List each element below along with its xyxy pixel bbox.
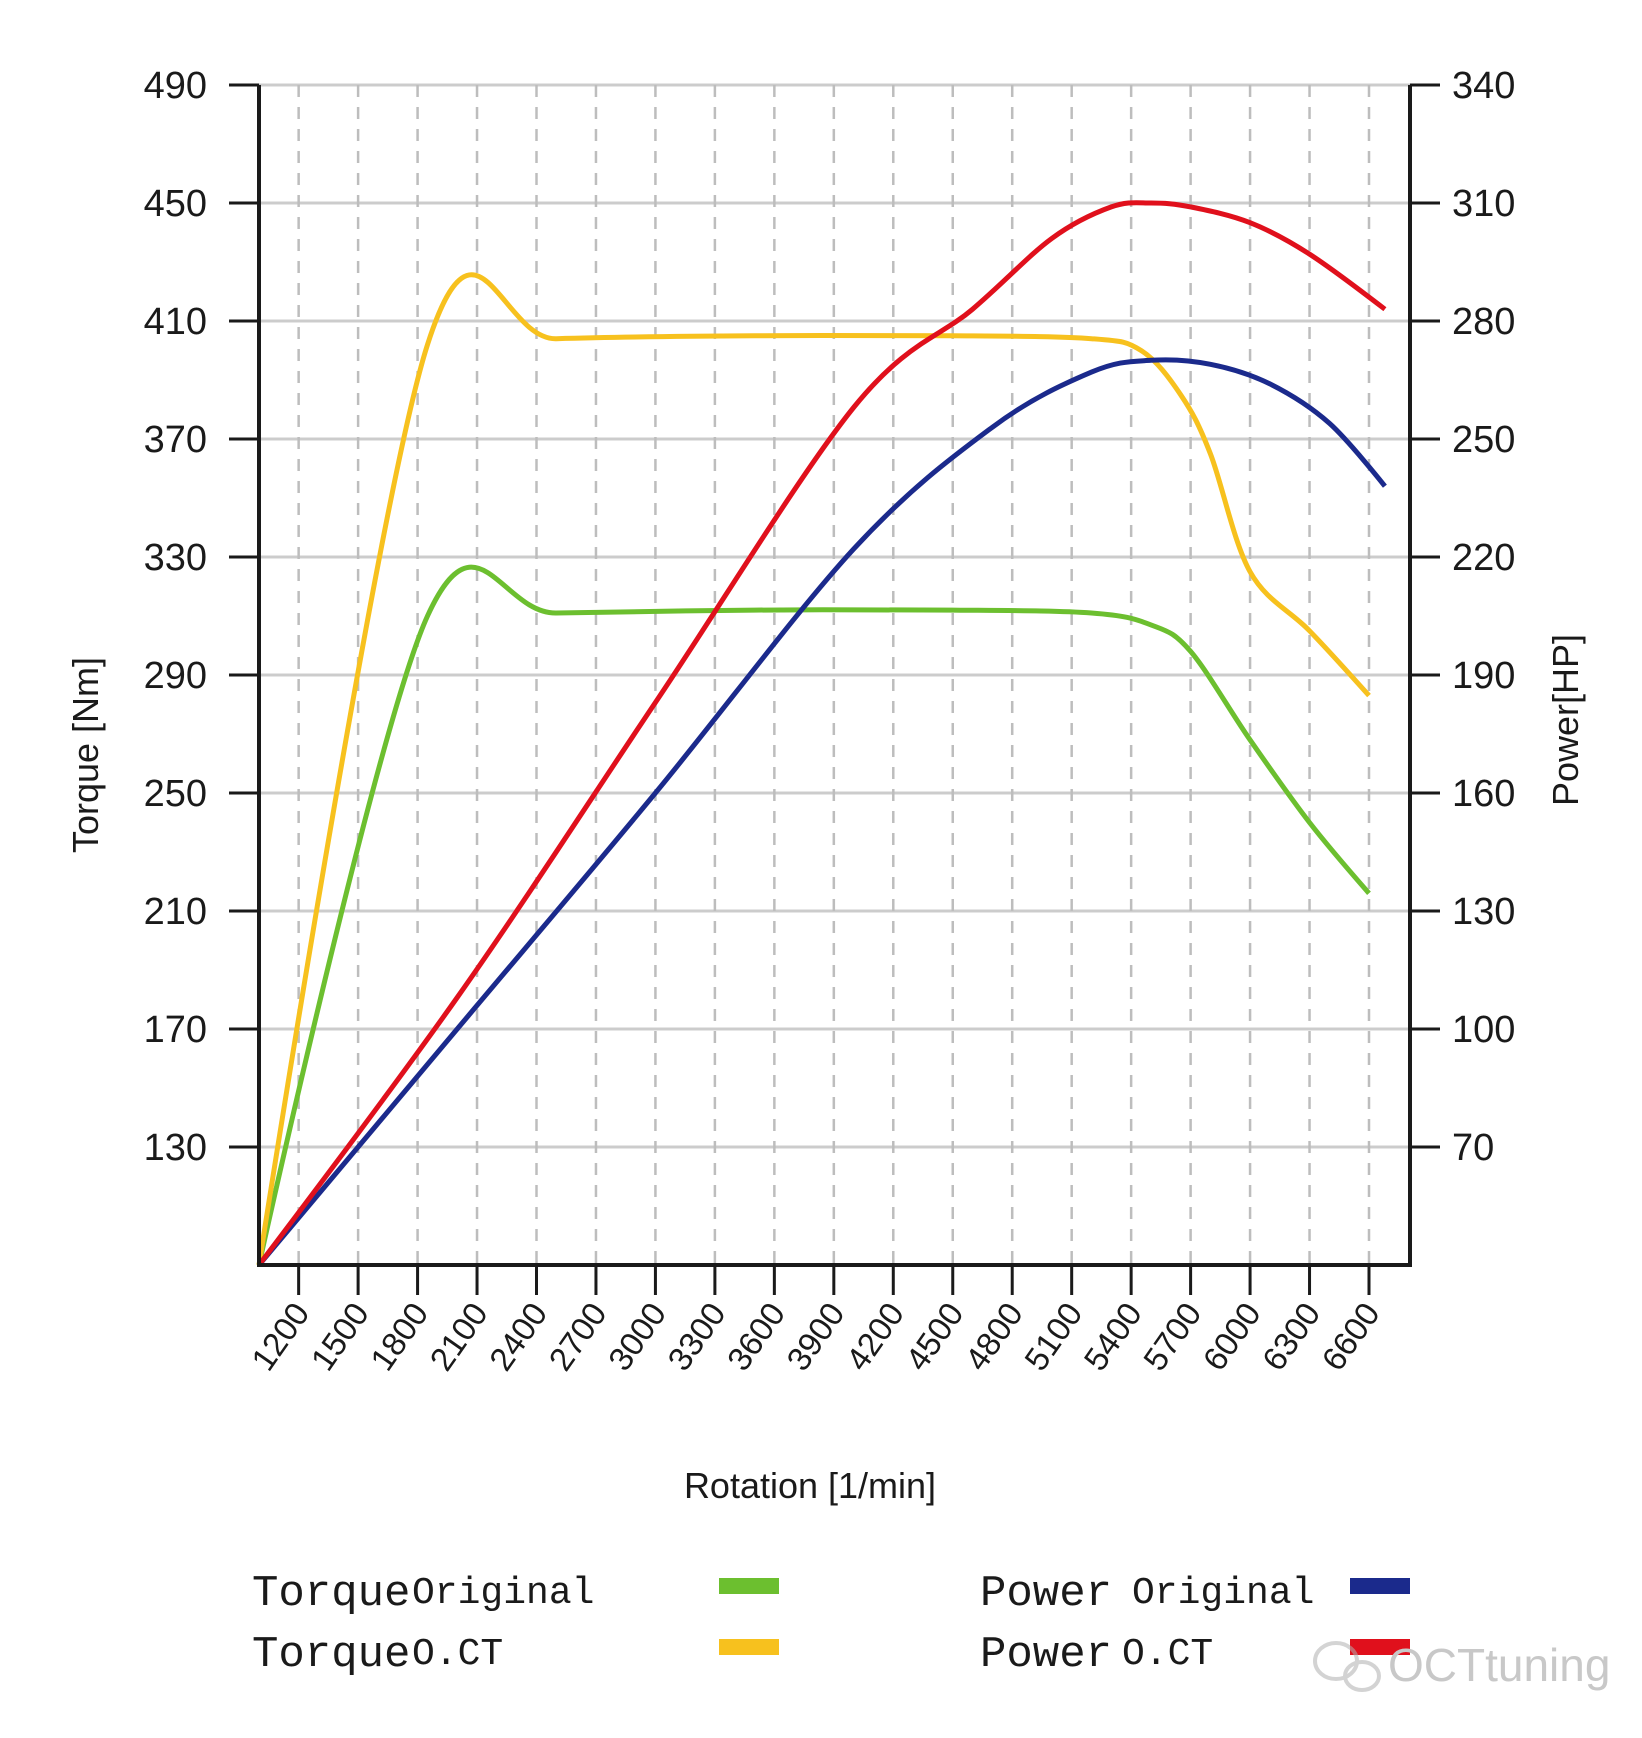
legend-sublabel: Original [412, 1572, 594, 1615]
left-tick-label: 410 [144, 301, 207, 343]
series-lines [256, 200, 1387, 1267]
legend-label: Torque [252, 1630, 410, 1680]
legend-sublabel: O.CT [1122, 1633, 1213, 1676]
right-axis-title: Power[HP] [1545, 634, 1586, 806]
right-tick-label: 340 [1452, 65, 1515, 107]
left-tick-label: 170 [144, 1009, 207, 1051]
left-tick-label: 330 [144, 537, 207, 579]
x-tick-label: 5100 [1017, 1296, 1089, 1377]
x-tick-label: 4500 [898, 1296, 970, 1377]
right-tick-label: 70 [1452, 1127, 1494, 1169]
legend-sublabel: O.CT [412, 1633, 503, 1676]
legend-swatch [719, 1639, 779, 1655]
x-tick-label: 3000 [601, 1296, 673, 1377]
x-tick-label: 3300 [660, 1296, 732, 1377]
right-tick-label: 250 [1452, 419, 1515, 461]
right-tick-label: 100 [1452, 1009, 1515, 1051]
x-tick-label: 1200 [244, 1296, 316, 1377]
x-tick-label: 4200 [839, 1296, 911, 1377]
left-tick-label: 210 [144, 891, 207, 933]
legend-swatch [1350, 1639, 1410, 1655]
series-line-power-original [257, 357, 1387, 1267]
x-tick-label: 5700 [1136, 1296, 1208, 1377]
x-tick-label: 1800 [363, 1296, 435, 1377]
x-tick-label: 3900 [779, 1296, 851, 1377]
x-tick-label: 1500 [303, 1296, 375, 1377]
legend-label: Power [980, 1569, 1112, 1619]
watermark-text: OCTtuning [1388, 1639, 1610, 1691]
x-axis-title: Rotation [1/min] [684, 1465, 936, 1506]
wechat-icon [1313, 1641, 1381, 1692]
legend-label: Torque [252, 1569, 410, 1619]
x-tick-label: 3600 [720, 1296, 792, 1377]
grid [259, 83, 1410, 1265]
legend-sublabel: Original [1132, 1572, 1314, 1615]
right-tick-label: 220 [1452, 537, 1515, 579]
right-tick-label: 310 [1452, 183, 1515, 225]
series-line-torque-o-ct [256, 272, 1371, 1266]
right-tick-label: 280 [1452, 301, 1515, 343]
legend-swatch [719, 1578, 779, 1594]
left-tick-label: 490 [144, 65, 207, 107]
right-tick-label: 130 [1452, 891, 1515, 933]
right-tick-label: 190 [1452, 655, 1515, 697]
left-axis-title: Torque [Nm] [65, 657, 106, 853]
left-tick-label: 250 [144, 773, 207, 815]
left-tick-label: 130 [144, 1127, 207, 1169]
watermark: OCTtuning [1313, 1639, 1610, 1692]
x-tick-label: 2700 [541, 1296, 613, 1377]
x-tick-label: 2400 [482, 1296, 554, 1377]
x-tick-label: 6300 [1255, 1296, 1327, 1377]
left-tick-label: 370 [144, 419, 207, 461]
left-tick-label: 290 [144, 655, 207, 697]
x-tick-label: 5400 [1076, 1296, 1148, 1377]
x-tick-label: 6000 [1195, 1296, 1267, 1377]
right-tick-label: 160 [1452, 773, 1515, 815]
x-tick-label: 2100 [422, 1296, 494, 1377]
legend-label: Power [980, 1630, 1112, 1680]
left-tick-label: 450 [144, 183, 207, 225]
x-tick-label: 6600 [1314, 1296, 1386, 1377]
legend-swatch [1350, 1578, 1410, 1594]
series-line-power-o-ct [257, 200, 1387, 1267]
series-line-torque-original [256, 564, 1371, 1266]
x-tick-label: 4800 [958, 1296, 1030, 1377]
